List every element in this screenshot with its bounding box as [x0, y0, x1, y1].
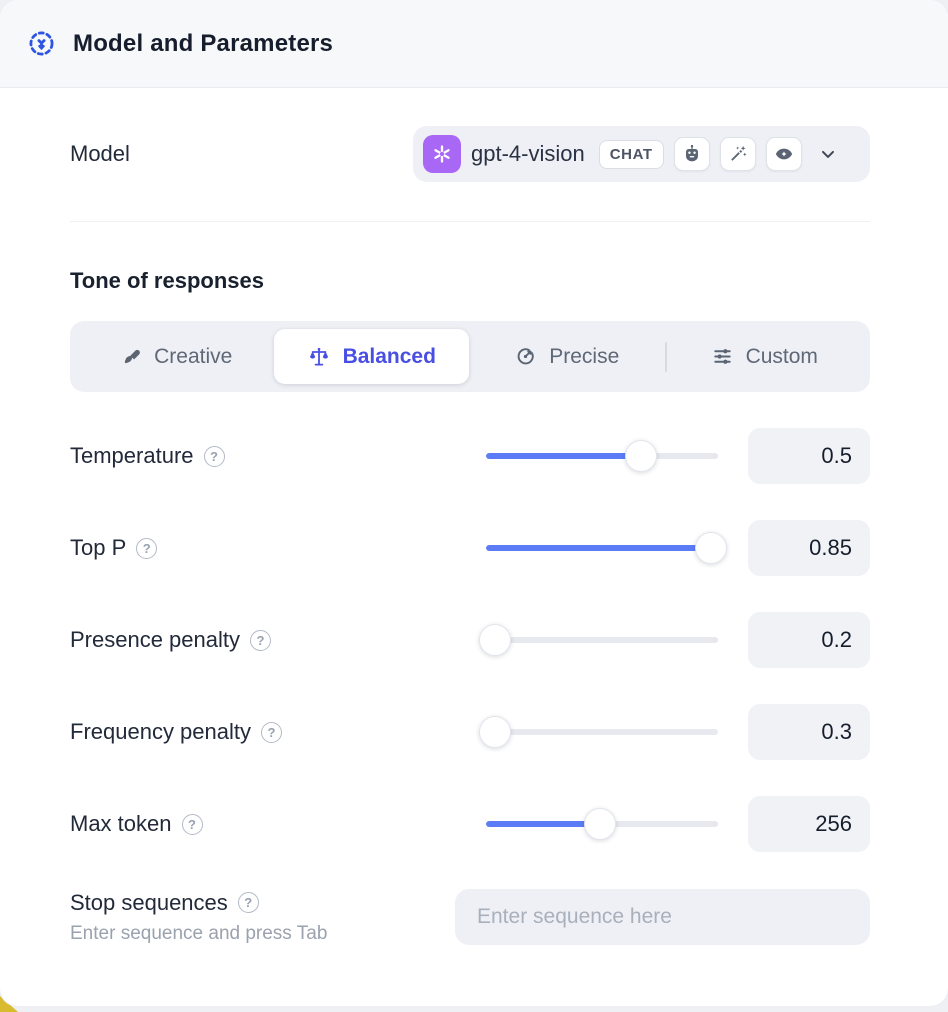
top-p-slider[interactable] [486, 532, 728, 564]
param-label: Max token [70, 811, 172, 836]
model-select[interactable]: gpt-4-vision CHAT [413, 126, 870, 182]
tab-balanced[interactable]: Balanced [273, 329, 469, 384]
help-icon[interactable]: ? [261, 721, 282, 743]
slider-thumb[interactable] [583, 808, 616, 840]
chat-badge: CHAT [598, 139, 664, 169]
tab-label: Custom [745, 344, 818, 368]
param-row-temperature: Temperature ? 0.5 [70, 428, 870, 484]
sliders-icon [711, 345, 734, 368]
presence-penalty-value[interactable]: 0.2 [748, 612, 870, 668]
tone-heading: Tone of responses [70, 268, 264, 293]
tab-precise[interactable]: Precise [469, 329, 665, 384]
magic-wand-icon [719, 137, 756, 171]
top-p-value[interactable]: 0.85 [748, 520, 870, 576]
help-icon[interactable]: ? [203, 445, 225, 467]
slider-thumb[interactable] [695, 532, 728, 564]
eye-icon [765, 137, 802, 171]
chevron-down-icon [818, 144, 838, 164]
param-row-presence-penalty: Presence penalty ? 0.2 [70, 612, 870, 668]
slider-track [486, 637, 718, 643]
max-token-slider[interactable] [486, 808, 718, 840]
stop-sequences-hint: Enter sequence and press Tab [70, 922, 328, 944]
openai-logo-icon [423, 135, 461, 173]
param-label: Temperature [70, 443, 194, 468]
tab-custom[interactable]: Custom [667, 329, 863, 384]
balance-scale-icon [307, 345, 331, 369]
tab-creative[interactable]: Creative [78, 329, 274, 384]
ai-dashed-circle-icon [28, 30, 55, 57]
frequency-penalty-slider[interactable] [479, 716, 718, 748]
robot-icon [673, 137, 710, 171]
temperature-slider[interactable] [486, 440, 718, 472]
help-icon[interactable]: ? [181, 813, 203, 835]
frequency-penalty-value[interactable]: 0.3 [748, 704, 870, 760]
panel-title: Model and Parameters [73, 29, 334, 57]
slider-track [486, 453, 718, 459]
model-name: gpt-4-vision [471, 141, 585, 166]
help-icon[interactable]: ? [237, 892, 259, 913]
param-label: Frequency penalty [70, 719, 251, 744]
max-token-value[interactable]: 256 [748, 796, 870, 852]
help-icon[interactable]: ? [250, 629, 271, 651]
slider-track [486, 545, 718, 551]
tab-label: Precise [549, 344, 620, 368]
tab-label: Creative [154, 344, 233, 368]
stop-sequence-input[interactable] [455, 889, 870, 945]
param-row-top-p: Top P ? 0.85 [70, 520, 870, 576]
tone-tab-bar: Creative Balanced [70, 321, 870, 392]
temperature-value[interactable]: 0.5 [748, 428, 870, 484]
help-icon[interactable]: ? [136, 537, 158, 559]
param-row-frequency-penalty: Frequency penalty ? 0.3 [70, 704, 870, 760]
presence-penalty-slider[interactable] [479, 624, 718, 656]
slider-thumb[interactable] [479, 716, 512, 748]
param-row-max-token: Max token ? 256 [70, 796, 870, 852]
param-label: Presence penalty [70, 627, 240, 652]
tab-divider [664, 341, 667, 372]
paintbrush-icon [119, 345, 142, 368]
stop-sequences-label: Stop sequences [70, 889, 228, 915]
slider-thumb[interactable] [625, 440, 658, 472]
target-icon [514, 345, 537, 368]
stop-sequences-row: Stop sequences ? Enter sequence and pres… [70, 889, 870, 945]
model-label: Model [70, 141, 130, 166]
tab-label: Balanced [342, 344, 436, 368]
section-divider [70, 221, 870, 222]
param-label: Top P [70, 535, 127, 560]
model-row: Model gpt-4-vision CHAT [70, 126, 870, 182]
panel-header: Model and Parameters [0, 0, 948, 88]
slider-track [486, 729, 718, 735]
slider-thumb[interactable] [479, 624, 512, 656]
